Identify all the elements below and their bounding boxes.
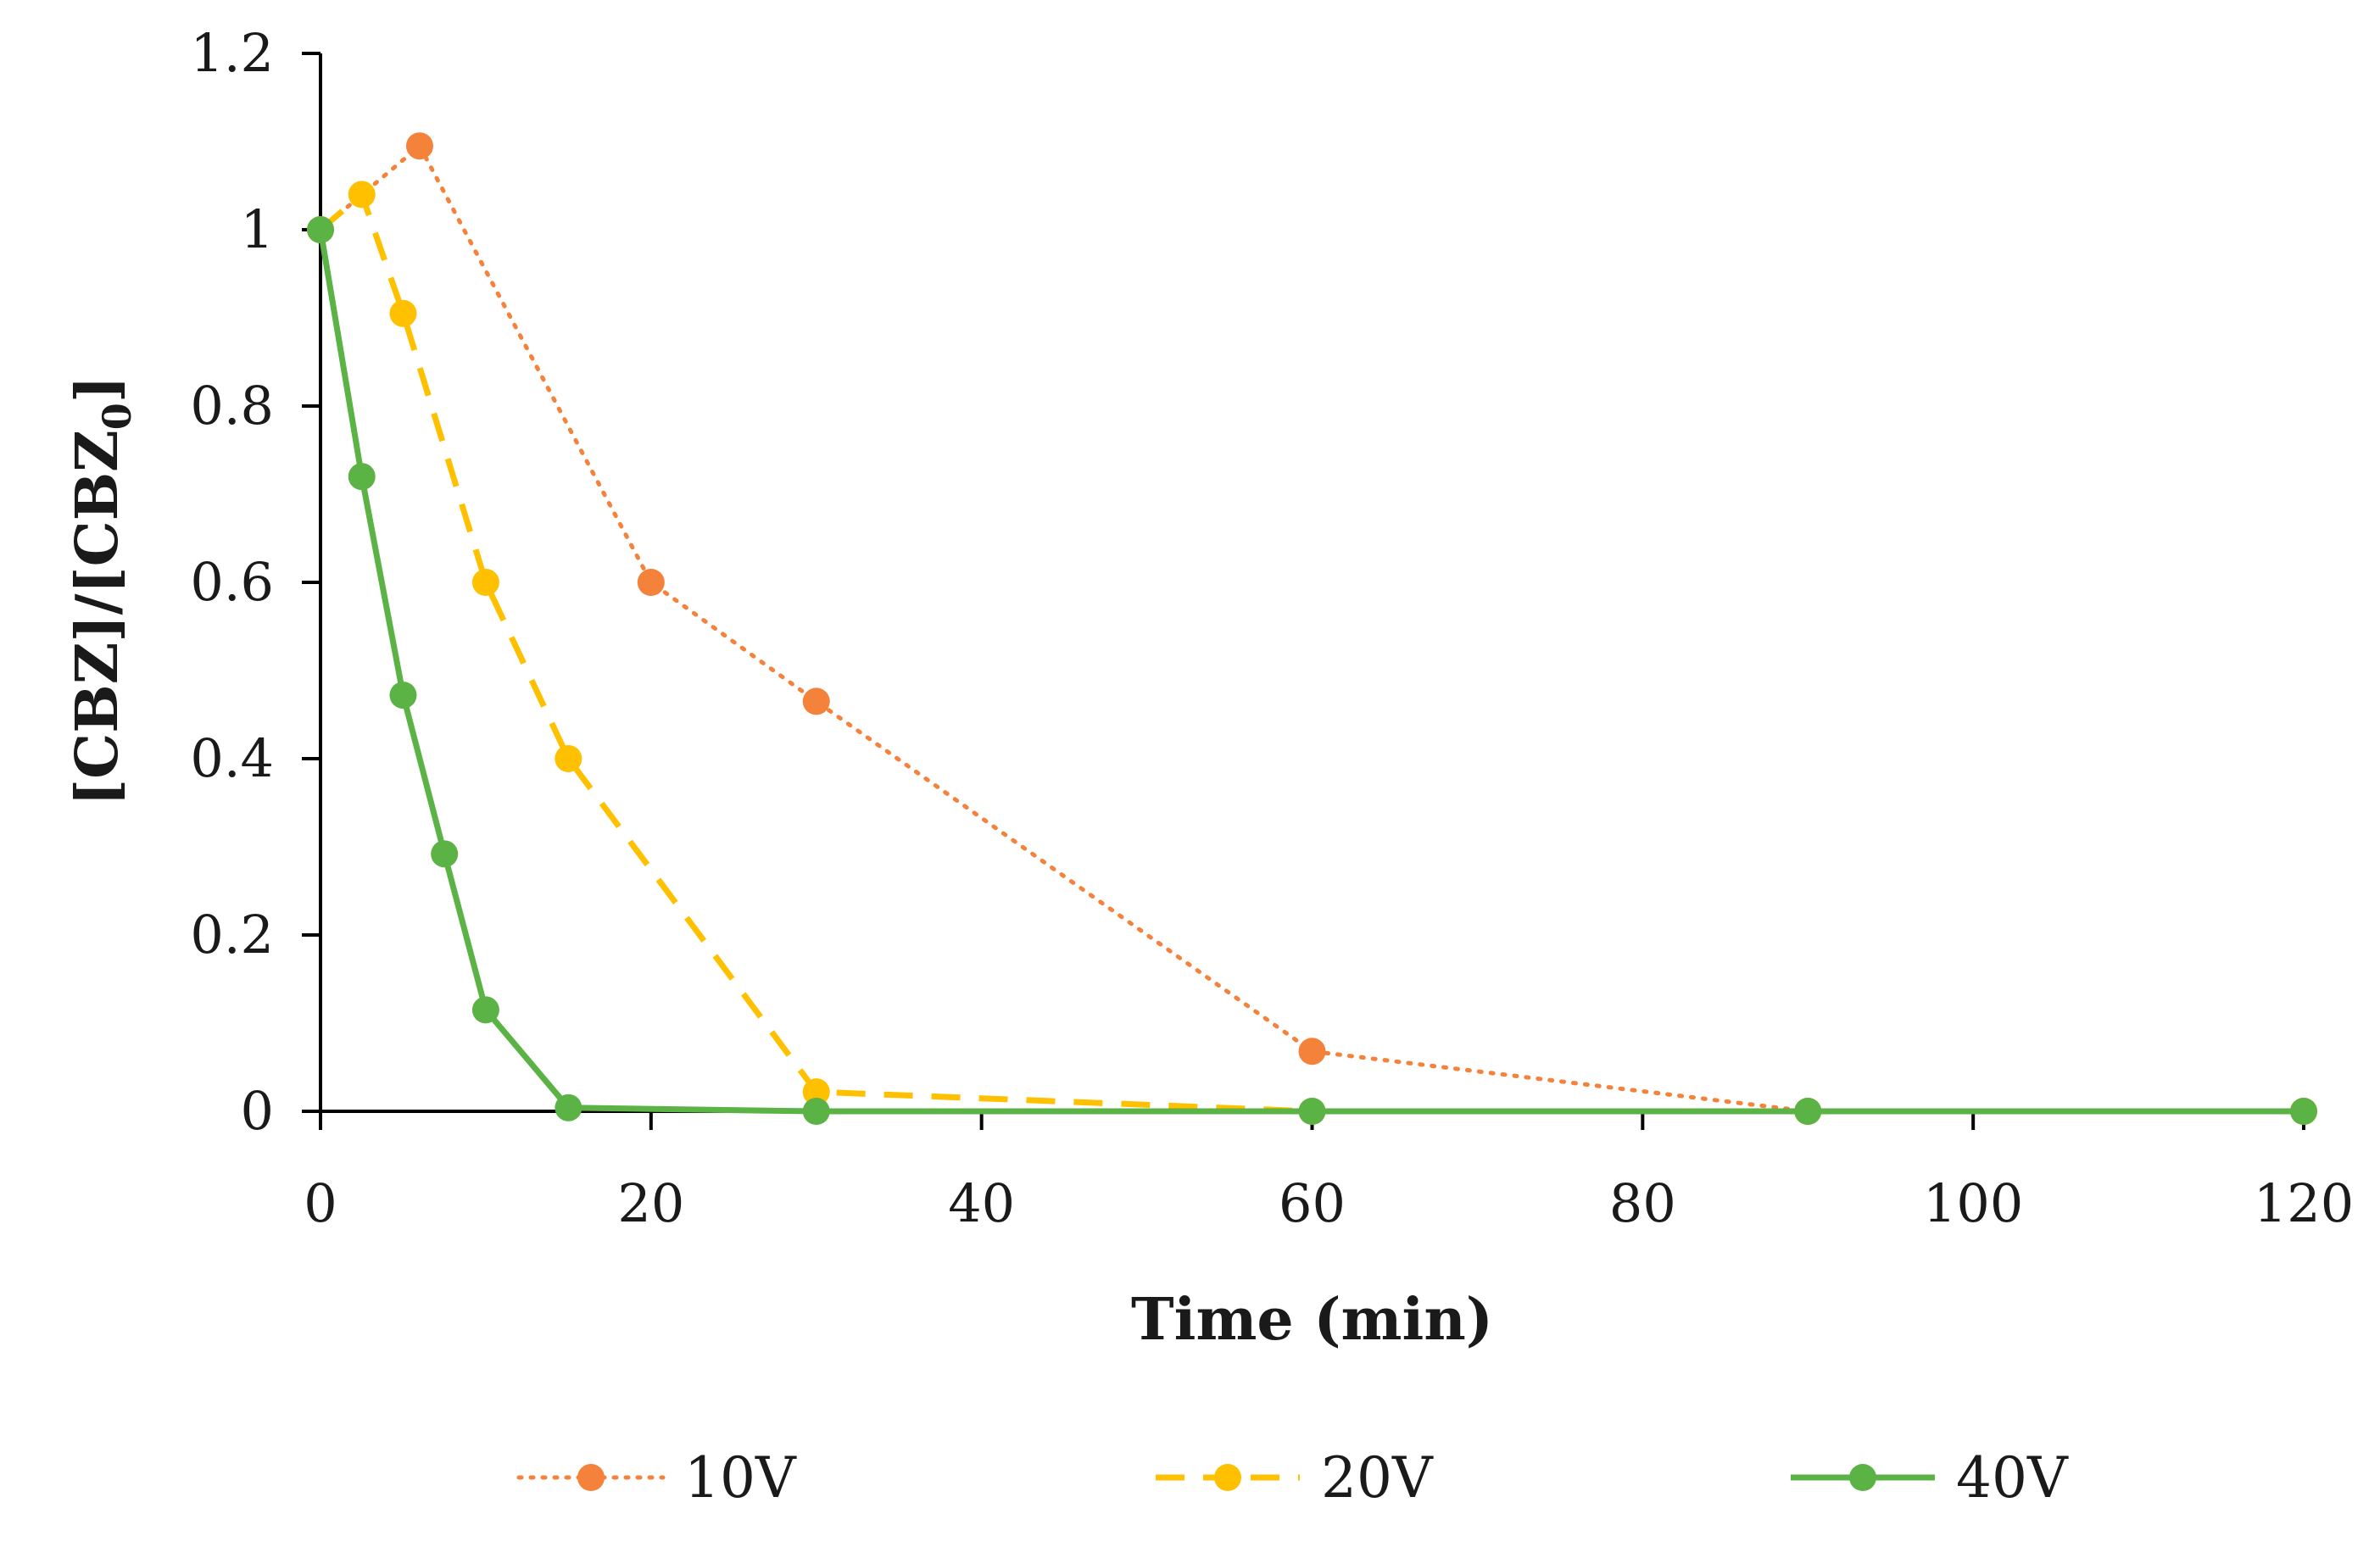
legend-marker-20V xyxy=(1214,1464,1241,1491)
x-tick-label: 80 xyxy=(1609,1172,1676,1234)
legend-label-10V: 10V xyxy=(684,1445,797,1511)
data-point-40V xyxy=(2290,1098,2317,1125)
legend-marker-10V xyxy=(577,1464,605,1491)
data-point-20V xyxy=(389,299,417,327)
x-tick-label: 40 xyxy=(948,1172,1015,1234)
y-tick-label: 0.2 xyxy=(190,904,274,965)
legend-label-20V: 20V xyxy=(1321,1445,1434,1511)
data-point-40V xyxy=(389,682,417,710)
data-point-20V xyxy=(555,745,582,772)
series-10V xyxy=(307,132,2317,1125)
data-point-40V xyxy=(1794,1098,1822,1125)
data-point-20V xyxy=(802,1078,830,1106)
legend-item-10V: 10V xyxy=(516,1445,797,1511)
series-20V xyxy=(307,181,2317,1125)
y-tick-label: 0.8 xyxy=(190,375,274,437)
data-point-10V xyxy=(405,132,433,160)
x-tick-label: 60 xyxy=(1279,1172,1346,1234)
data-point-40V xyxy=(431,840,459,868)
data-point-40V xyxy=(307,216,334,243)
y-tick-label: 1 xyxy=(241,198,274,260)
y-axis-title-subscript: 0 xyxy=(94,403,140,430)
y-axis-title-main: [CBZ]/[CBZ xyxy=(64,430,131,806)
data-point-20V xyxy=(471,569,499,596)
legend: 10V 20V 40V xyxy=(516,1445,2069,1511)
data-point-40V xyxy=(802,1098,830,1125)
y-tick-label: 0.6 xyxy=(190,551,274,613)
series-line-20V xyxy=(318,191,2304,1115)
data-point-40V xyxy=(471,996,499,1024)
y-axis-title-end: ] xyxy=(64,376,131,403)
legend-label-40V: 40V xyxy=(1956,1445,2069,1511)
x-tick-label: 100 xyxy=(1923,1172,2023,1234)
data-point-10V xyxy=(637,569,665,596)
axes: 0 0.2 0.4 0.6 0.8 1 1.2 0 20 40 60 80 100 120 Time (mi… xyxy=(64,22,2354,1354)
legend-item-40V: 40V xyxy=(1791,1445,2069,1511)
x-tick-label: 20 xyxy=(617,1172,684,1234)
data-point-40V xyxy=(1298,1098,1326,1125)
y-tick-label: 0.4 xyxy=(190,727,274,789)
x-tick-label: 0 xyxy=(304,1172,337,1234)
x-axis-title: Time (min) xyxy=(1131,1286,1493,1354)
data-point-40V xyxy=(555,1093,582,1121)
y-axis-title: [CBZ]/[CBZ0] xyxy=(64,376,140,806)
data-point-20V xyxy=(348,181,376,209)
y-tick-label: 1.2 xyxy=(190,22,274,84)
data-point-40V xyxy=(348,463,376,491)
data-point-10V xyxy=(802,687,830,715)
series-layer xyxy=(307,132,2317,1125)
y-tick-label: 0 xyxy=(241,1080,274,1142)
data-point-10V xyxy=(1298,1038,1326,1066)
series-line-10V xyxy=(318,143,2306,1114)
x-tick-label: 120 xyxy=(2254,1172,2354,1234)
series-40V xyxy=(307,216,2317,1125)
legend-marker-40V xyxy=(1849,1464,1876,1491)
legend-item-20V: 20V xyxy=(1156,1445,1434,1511)
series-line-40V xyxy=(317,229,2304,1115)
